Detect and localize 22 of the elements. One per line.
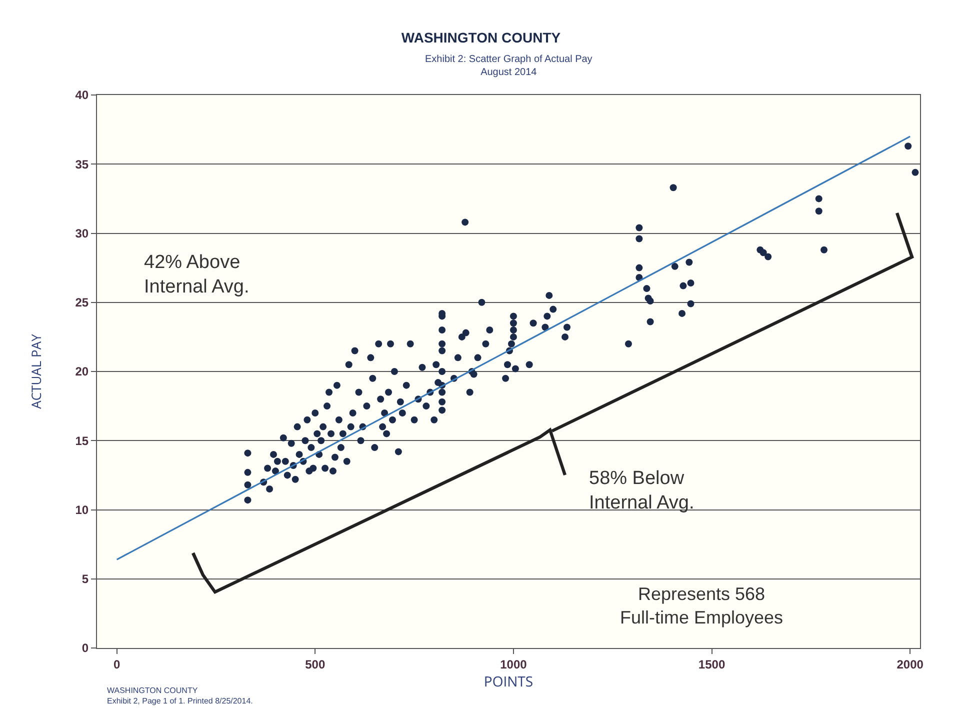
y-axis-title: ACTUAL PAY	[27, 333, 46, 409]
x-tick-label: 500	[305, 657, 326, 672]
x-axis-title: POINTS	[484, 672, 534, 692]
text: WASHINGTON COUNTY Exhibit 2, Page 1 of 1. Printed 8/25/2014.	[107, 686, 253, 706]
annotation: Represents 568 Full-time Employees	[620, 584, 784, 628]
x-tick-label: 1500	[698, 657, 726, 672]
x-tick-label: 1000	[500, 657, 528, 672]
y-tick-label: 25	[75, 296, 89, 310]
y-tick-label: 10	[75, 502, 89, 517]
y-tick-label: 5	[82, 572, 89, 586]
annotation: 58% Below Internal Avg.	[589, 468, 694, 514]
y-tick-label: 30	[75, 226, 89, 240]
x-tick-label: 0	[113, 657, 120, 672]
x-tick-label: 2000	[896, 657, 924, 672]
y-tick-label: 35	[75, 157, 89, 172]
annotation: 42% Above Internal Avg.	[144, 252, 250, 298]
y-tick-label: 40	[75, 88, 89, 102]
y-tick-label: 0	[82, 641, 89, 656]
chart-subtitle: Exhibit 2: Scatter Graph of Actual Pay August 2014	[425, 54, 592, 78]
y-tick-label: 15	[75, 434, 89, 448]
y-tick-label: 20	[75, 364, 89, 379]
chart-title: WASHINGTON COUNTY	[401, 30, 562, 46]
